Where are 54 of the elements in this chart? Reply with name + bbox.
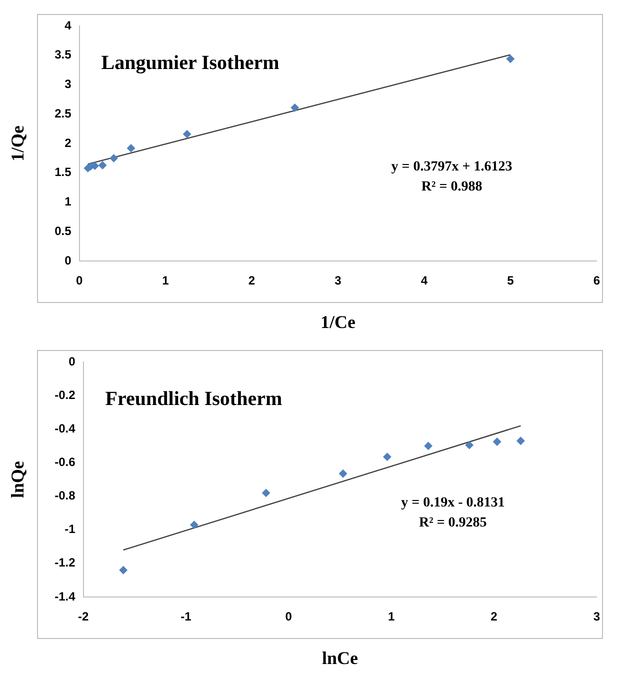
y-tick-label: -1 xyxy=(64,522,76,536)
y-tick-label: 4 xyxy=(64,18,72,32)
y-tick-label: -0.2 xyxy=(54,388,76,402)
x-tick-label: 4 xyxy=(420,274,428,288)
point xyxy=(493,438,502,446)
x-tick-label: 1 xyxy=(162,274,170,288)
annotation: y = 0.19x - 0.8131 xyxy=(401,496,505,511)
point xyxy=(383,452,392,461)
y-tick-label: 0.5 xyxy=(54,224,72,238)
y-tick-label: 3.5 xyxy=(54,48,72,62)
x-tick-label: -1 xyxy=(180,610,192,624)
y-tick-label: 2.5 xyxy=(54,106,72,120)
y-axis-title: 1/Qe xyxy=(7,126,28,162)
point xyxy=(127,144,136,152)
point xyxy=(424,442,432,450)
point xyxy=(262,488,270,497)
point xyxy=(339,470,348,478)
x-axis-title: lnCe xyxy=(322,648,358,668)
annotation: R² = 0.988 xyxy=(421,180,482,195)
x-tick-label: -2 xyxy=(78,610,89,624)
point xyxy=(190,520,198,529)
point xyxy=(98,161,107,170)
y-tick-label: 1.5 xyxy=(54,165,72,180)
y-tick-label: -0.6 xyxy=(54,455,76,470)
y-tick-label: -1.4 xyxy=(54,589,76,604)
y-tick-label: 0 xyxy=(68,354,76,368)
point xyxy=(506,54,514,63)
point xyxy=(119,566,128,574)
y-tick-label: 3 xyxy=(64,77,72,92)
x-tick-label: 2 xyxy=(490,610,498,624)
text: Freundlich Isotherm xyxy=(105,388,282,410)
annotation: R² = 0.9285 xyxy=(419,516,487,531)
point xyxy=(465,441,474,450)
x-tick-label: 0 xyxy=(285,610,292,624)
x-tick-label: 2 xyxy=(248,274,256,288)
x-tick-label: 3 xyxy=(593,610,600,624)
y-tick-label: 1 xyxy=(64,194,72,209)
annotation: y = 0.3797x + 1.6123 xyxy=(391,160,512,175)
point xyxy=(290,104,299,112)
point xyxy=(183,130,192,138)
y-tick-label: 0 xyxy=(64,253,72,268)
x-tick-label: 6 xyxy=(593,274,600,288)
text: Langumier Isotherm xyxy=(101,52,280,74)
point xyxy=(110,154,118,162)
y-tick-label: -1.2 xyxy=(54,556,76,570)
x-tick-label: 3 xyxy=(334,274,342,288)
point xyxy=(516,436,525,445)
x-tick-label: 5 xyxy=(507,274,514,288)
y-tick-label: -0.4 xyxy=(54,421,76,436)
y-tick-label: -0.8 xyxy=(54,488,76,503)
x-axis-title: 1/Ce xyxy=(320,312,356,332)
x-tick-label: 1 xyxy=(388,610,395,624)
y-tick-label: 2 xyxy=(64,136,72,150)
y-axis-title: lnQe xyxy=(7,460,28,498)
